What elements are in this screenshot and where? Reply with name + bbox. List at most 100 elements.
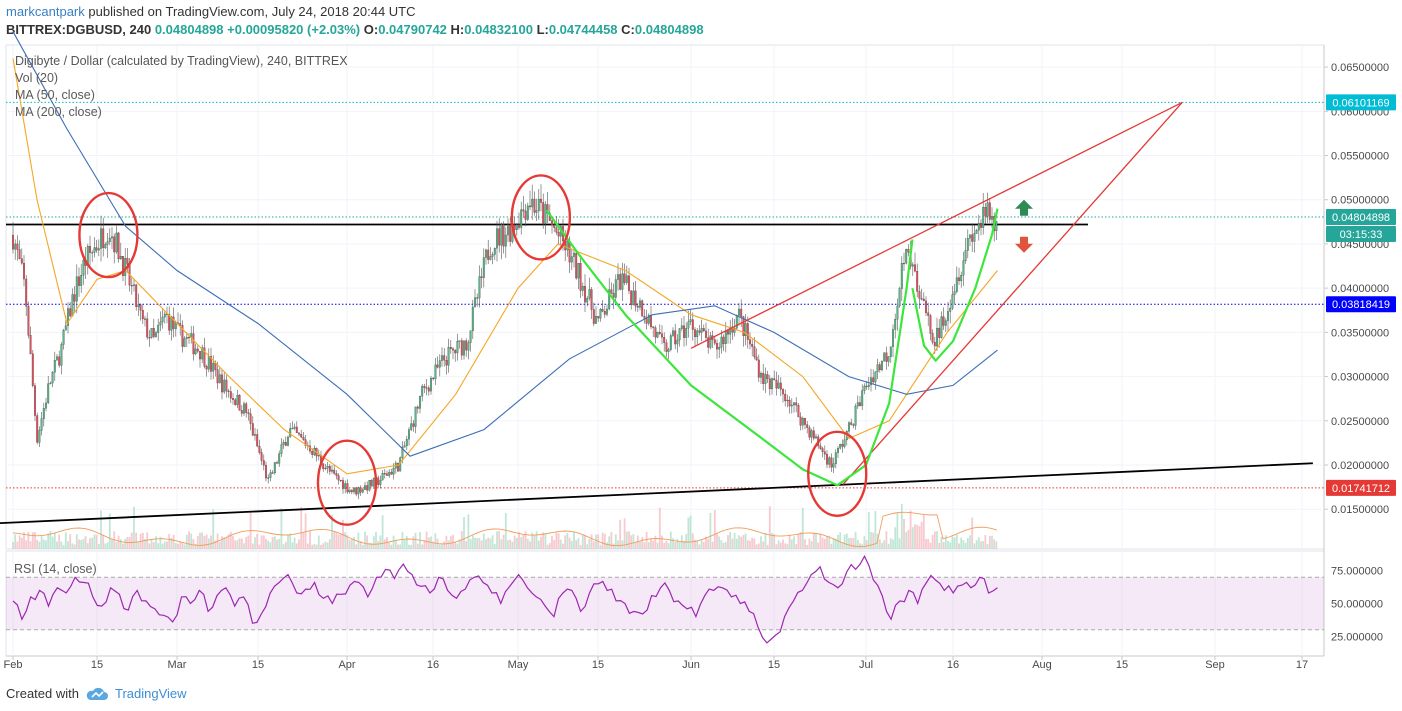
volume-bar	[749, 540, 751, 549]
volume-bar	[905, 532, 908, 549]
volume-bar	[711, 541, 714, 549]
volume-bar	[608, 536, 611, 549]
volume-bar	[210, 535, 212, 549]
volume-bar	[476, 538, 479, 549]
candle-body	[524, 210, 527, 220]
candle-body	[69, 308, 72, 317]
candle-body	[599, 309, 602, 319]
price-tag	[1326, 225, 1396, 242]
candle-body	[249, 413, 252, 424]
candle-body	[183, 338, 186, 347]
candle-body	[80, 275, 83, 286]
candle-body	[491, 254, 494, 257]
price-tag	[1326, 208, 1396, 225]
close-label: C:	[621, 22, 635, 37]
rsi-legend[interactable]: RSI (14, close)	[14, 562, 97, 576]
candle-body	[122, 256, 124, 276]
volume-bar	[799, 531, 802, 549]
volume-bar	[102, 534, 105, 549]
tradingview-cloud-icon[interactable]	[85, 687, 109, 701]
candle-body	[106, 241, 109, 245]
volume-bar	[927, 538, 930, 549]
candle-body	[381, 473, 384, 481]
volume-bar	[170, 537, 173, 549]
candle-body	[509, 224, 512, 242]
volume-bar	[700, 539, 703, 549]
rsi-pane[interactable]	[5, 550, 1325, 657]
candle-body	[20, 258, 23, 264]
drawings[interactable]	[0, 101, 1313, 526]
volume-bar	[588, 538, 591, 549]
candle-body	[746, 323, 749, 340]
time-tick-label: Mar	[168, 659, 187, 671]
legend-vol[interactable]: Vol (20)	[15, 71, 59, 85]
rsi-line	[12, 554, 998, 644]
candle-body	[557, 232, 560, 237]
volume-bar	[150, 539, 153, 549]
volume-bar	[58, 534, 61, 549]
candle-body	[619, 274, 622, 290]
candle-body	[929, 315, 932, 334]
volume-bar	[845, 533, 848, 549]
candle-body	[476, 297, 479, 299]
volume-bar	[975, 540, 978, 549]
candle-body	[955, 277, 958, 292]
candle-body	[29, 335, 32, 354]
legend-title[interactable]: Digibyte / Dollar (calculated by Trading…	[15, 54, 348, 68]
candle-body	[630, 290, 633, 306]
candle-body	[900, 263, 903, 289]
candle-body	[135, 284, 138, 307]
candle-body	[416, 406, 419, 409]
candle-body	[322, 463, 325, 469]
created-with-text: Created with	[6, 686, 79, 701]
candle-body	[469, 330, 472, 343]
price-tag-label: 0.03818419	[1332, 299, 1390, 311]
volume-bar	[768, 506, 771, 549]
volume-bar	[755, 544, 758, 549]
volume-bar	[381, 515, 384, 549]
candle-body	[377, 477, 380, 485]
volume-bar	[124, 538, 127, 549]
volume-bar	[394, 539, 397, 549]
arrow-down-icon	[1015, 236, 1033, 253]
candle-body	[755, 356, 758, 361]
candle-body	[504, 234, 507, 247]
candle-body	[300, 434, 303, 438]
candle-body	[911, 264, 914, 267]
volume-bar	[361, 544, 364, 549]
volume-bar	[236, 540, 239, 549]
volume-bars	[12, 503, 998, 549]
volume-bar	[469, 539, 472, 549]
volume-bar	[612, 543, 615, 549]
tradingview-brand[interactable]: TradingView	[114, 686, 187, 701]
candle-body	[276, 462, 278, 464]
legend-ma50[interactable]: MA (50, close)	[15, 88, 95, 102]
volume-bar	[986, 544, 989, 549]
volume-bar	[520, 537, 523, 549]
volume-bar	[878, 539, 881, 549]
wedge-lower-line	[842, 102, 1183, 485]
candle-body	[518, 224, 520, 228]
volume-bar	[194, 544, 197, 549]
time-tick-label: Feb	[4, 659, 23, 671]
candle-body	[672, 330, 674, 336]
candle-body	[111, 236, 113, 239]
volume-bar	[447, 540, 450, 549]
volume-bar	[790, 539, 793, 549]
candle-body	[282, 442, 285, 445]
candle-body	[172, 316, 175, 329]
volume-bar	[795, 544, 798, 549]
volume-bar	[933, 531, 936, 549]
candle-body	[64, 325, 67, 331]
volume-bar	[258, 544, 261, 549]
author-link[interactable]: markcantpark	[6, 4, 85, 19]
candle-body	[12, 234, 14, 250]
candle-body	[100, 228, 102, 249]
volume-bar	[238, 538, 241, 549]
rsi-band	[6, 577, 1324, 630]
volume-bar	[647, 542, 650, 549]
volume-bar	[42, 539, 45, 549]
volume-bar	[133, 506, 135, 549]
legend-ma200[interactable]: MA (200, close)	[15, 105, 102, 119]
